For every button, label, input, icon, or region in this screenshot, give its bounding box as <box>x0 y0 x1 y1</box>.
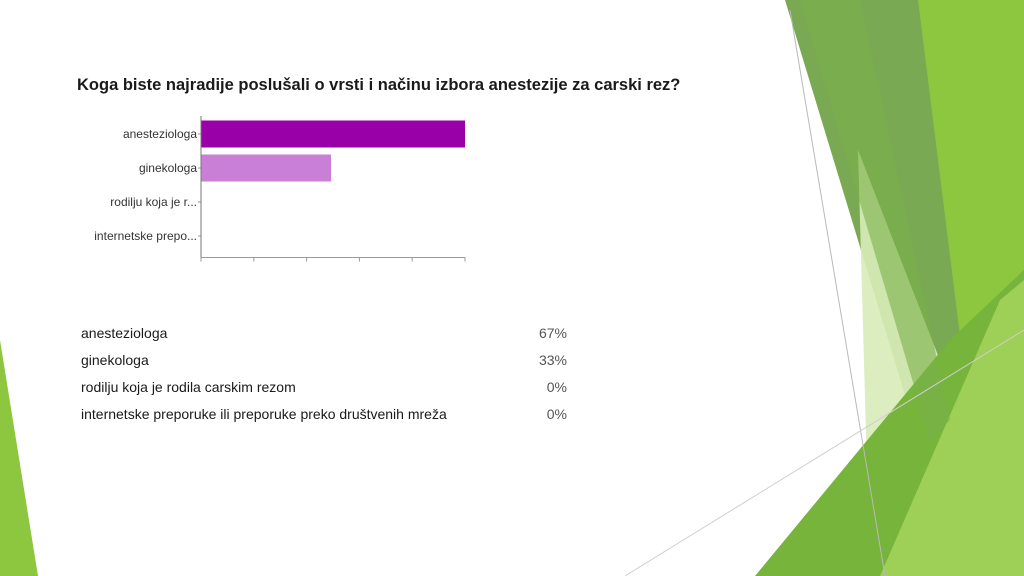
page-title: Koga biste najradije poslušali o vrsti i… <box>77 76 681 94</box>
bar-1 <box>201 154 332 182</box>
result-percent: 67% <box>538 325 567 341</box>
category-label: ginekologa <box>139 161 197 175</box>
result-label: rodilju koja je rodila carskim rezom <box>81 379 296 395</box>
category-label: rodilju koja je r... <box>110 195 197 209</box>
result-label: anesteziologa <box>81 325 168 341</box>
result-row: rodilju koja je rodila carskim rezom 0% <box>81 379 567 399</box>
thin-line-1 <box>789 9 886 576</box>
chart-category-labels: anesteziologa ginekologa rodilju koja je r… <box>94 127 197 243</box>
result-label: internetske preporuke ili preporuke prek… <box>81 406 447 422</box>
thin-line-2 <box>624 329 1024 576</box>
chart-bars <box>201 120 465 182</box>
left-green-sliver <box>0 340 38 576</box>
result-percent: 33% <box>538 352 567 368</box>
result-row: anesteziologa 67% <box>81 325 567 345</box>
category-label: anesteziologa <box>123 127 197 141</box>
result-percent: 0% <box>546 406 567 422</box>
result-label: ginekologa <box>81 352 149 368</box>
bar-chart: anesteziologa ginekologa rodilju koja je r… <box>94 116 466 262</box>
result-percent: 0% <box>546 379 567 395</box>
mid-green-band <box>800 0 950 440</box>
result-row: ginekologa 33% <box>81 352 567 372</box>
bottom-light-wedge <box>880 280 1024 576</box>
bar-0 <box>201 120 465 148</box>
result-row: internetske preporuke ili preporuke prek… <box>81 406 567 426</box>
category-label: internetske prepo... <box>94 229 197 243</box>
chart-axis <box>198 116 466 262</box>
